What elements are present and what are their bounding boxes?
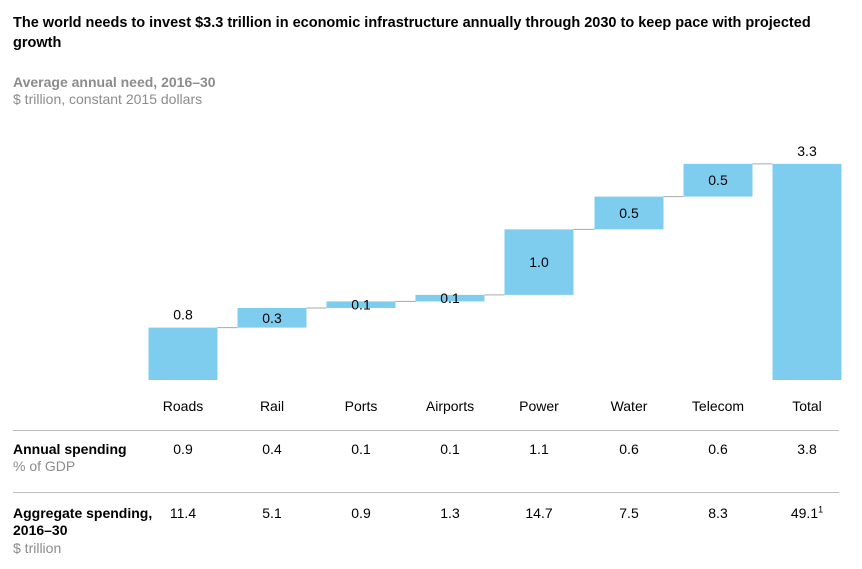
table-cell-value: 49.1 xyxy=(790,505,819,521)
value-label-telecom: 0.5 xyxy=(708,172,728,188)
bar-roads xyxy=(148,327,218,380)
table-cell-value: 1.1 xyxy=(529,441,549,457)
chart-title: The world needs to invest $3.3 trillion … xyxy=(13,15,811,51)
table-cell-value: 3.8 xyxy=(797,441,817,457)
table-cell: 3.8 xyxy=(767,441,847,457)
table-cell: 7.5 xyxy=(589,505,669,521)
value-label-total: 3.3 xyxy=(797,143,817,159)
value-label-rail: 0.3 xyxy=(262,310,282,326)
table-cell: 14.7 xyxy=(499,505,579,521)
annual-spending-unit: % of GDP xyxy=(13,458,76,474)
bar-airports xyxy=(415,294,485,302)
waterfall-chart: 0.8 Roads 0.3 Rail 0.1 Ports 0.1 Airports 1.0 Pow… xyxy=(148,143,842,414)
table-cell: 0.6 xyxy=(589,441,669,457)
table-cell: 0.9 xyxy=(321,505,401,521)
category-label-power: Power xyxy=(519,398,559,414)
table-cell-value: 14.7 xyxy=(525,505,553,521)
table-cell: 49.11 xyxy=(767,505,847,521)
table-cell-value: 0.4 xyxy=(262,441,282,457)
table-cell: 5.1 xyxy=(232,505,312,521)
value-label-roads: 0.8 xyxy=(173,307,193,323)
value-label-airports: 0.1 xyxy=(440,290,460,306)
table-cell-value: 0.6 xyxy=(619,441,639,457)
table-cell-value: 0.6 xyxy=(708,441,728,457)
category-label-roads: Roads xyxy=(163,398,203,414)
value-label-ports: 0.1 xyxy=(351,297,371,313)
table-cell-value: 0.9 xyxy=(351,505,371,521)
aggregate-spending-unit: $ trillion xyxy=(13,540,62,556)
annual-spending-label: Annual spending xyxy=(13,441,127,457)
table-cell: 0.1 xyxy=(321,441,401,457)
table-cell-value: 8.3 xyxy=(708,505,728,521)
chart-subtitle: Average annual need, 2016–30 xyxy=(13,74,216,90)
bar-ports xyxy=(326,301,396,308)
category-label-telecom: Telecom xyxy=(692,398,744,414)
bar-rail xyxy=(237,307,307,328)
table-divider-1 xyxy=(13,430,839,431)
table-divider-2 xyxy=(13,492,839,493)
table-cell-value: 0.9 xyxy=(173,441,193,457)
aggregate-spending-label: Aggregate spending, 2016–30 xyxy=(13,505,153,538)
table-cell-value: 0.1 xyxy=(440,441,460,457)
bar-power xyxy=(504,229,574,295)
category-label-water: Water xyxy=(611,398,648,414)
value-label-water: 0.5 xyxy=(619,205,639,221)
chart-unit: $ trillion, constant 2015 dollars xyxy=(13,91,203,107)
table-cell-value: 1.3 xyxy=(440,505,460,521)
table-cell: 0.6 xyxy=(678,441,758,457)
table-cell: 1.1 xyxy=(499,441,579,457)
bar-total xyxy=(772,163,842,380)
footnote-marker: 1 xyxy=(818,504,824,515)
category-label-total: Total xyxy=(792,398,822,414)
table-cell-value: 0.1 xyxy=(351,441,371,457)
table-cell-value: 7.5 xyxy=(619,505,639,521)
table-cell-value: 5.1 xyxy=(262,505,282,521)
category-label-airports: Airports xyxy=(426,398,474,414)
bar-water xyxy=(594,196,664,230)
value-label-power: 1.0 xyxy=(529,254,549,270)
table-cell: 1.3 xyxy=(410,505,490,521)
category-label-ports: Ports xyxy=(345,398,378,414)
table-cell: 11.4 xyxy=(143,505,223,521)
table-cell-value: 11.4 xyxy=(169,505,197,521)
category-label-rail: Rail xyxy=(260,398,284,414)
table-cell: 8.3 xyxy=(678,505,758,521)
bar-telecom xyxy=(683,163,753,197)
table-cell: 0.1 xyxy=(410,441,490,457)
table-cell: 0.9 xyxy=(143,441,223,457)
table-cell: 0.4 xyxy=(232,441,312,457)
